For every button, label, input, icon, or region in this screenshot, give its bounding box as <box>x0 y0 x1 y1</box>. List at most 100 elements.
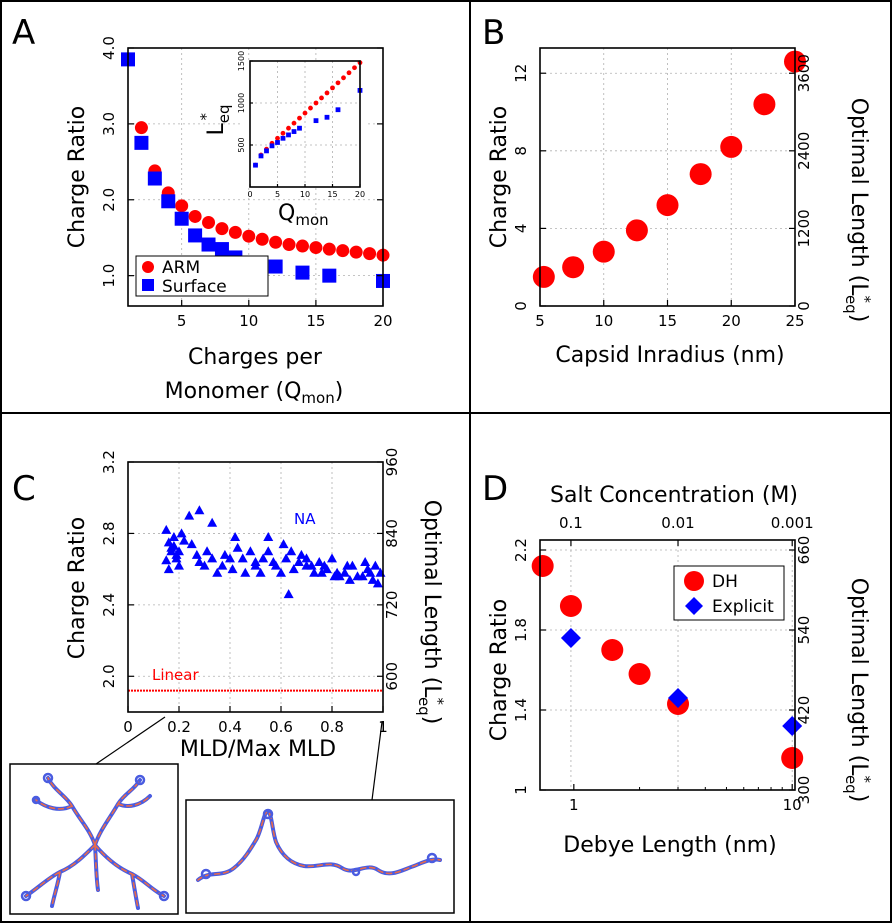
na-point <box>278 539 289 549</box>
na-point <box>166 546 177 556</box>
panel-b-y2-label-main: Optimal Length (L <box>846 98 871 296</box>
na-point <box>207 517 218 527</box>
inset-surface-point <box>258 153 264 159</box>
inset-arm-point <box>341 75 346 81</box>
explicit-point <box>782 716 803 736</box>
na-point <box>258 553 269 563</box>
structure-image-branched <box>9 763 179 915</box>
na-point <box>245 546 256 556</box>
x2-tick-label: 0.1 <box>559 514 583 532</box>
dh-point <box>781 747 804 769</box>
capsid-point <box>592 240 615 263</box>
panel-c-y2-ticks: 600 720 840 960 <box>377 448 401 691</box>
na-point <box>370 560 381 570</box>
panel-d-x2-axis-label: Salt Concentration (M) <box>550 483 798 508</box>
arm-point <box>175 199 189 213</box>
na-point <box>301 560 312 570</box>
inset-surface-point <box>297 125 302 131</box>
x-tick-label: 25 <box>785 312 804 330</box>
panel-c-x-ticks: 0 0.2 0.4 0.6 0.8 1 <box>123 706 388 736</box>
y2-tick-label: 540 <box>795 616 813 645</box>
y-tick-label: 12 <box>512 64 530 83</box>
panel-a-inset-y-label: Leq* <box>197 104 233 135</box>
surface-point <box>201 237 216 252</box>
na-point <box>202 546 213 556</box>
panel-b-series <box>532 50 806 288</box>
na-point <box>168 532 179 541</box>
panel-c-y2-axis-label: Optimal Length (L*eq) <box>415 500 447 725</box>
x-tick-label: 1 <box>378 718 388 736</box>
surface-point <box>174 211 189 226</box>
y2-tick-label: 840 <box>383 519 401 548</box>
panel-c-y-ticks: 2.0 2.4 2.8 3.2 <box>100 450 134 688</box>
inset-y-tick-label: 1000 <box>237 93 246 113</box>
surface-point <box>214 242 229 257</box>
pointer-line-low-mld <box>95 716 166 765</box>
y-tick-label: 4.0 <box>100 36 118 60</box>
na-point <box>309 567 320 577</box>
inset-surface-point <box>291 129 297 134</box>
y-tick-label: 2.2 <box>512 538 530 562</box>
x-tick-label: 10 <box>594 312 613 330</box>
x-tick-label: 10 <box>239 312 258 330</box>
y-tick-label: 3.2 <box>100 450 118 474</box>
panel-a-inset-x-label-sub: mon <box>295 211 328 229</box>
inset-arm-point <box>286 125 291 131</box>
panel-a-inset-x-label: Qmon <box>278 201 329 229</box>
y-tick-label: 4 <box>512 224 530 234</box>
y-tick-label: 2.8 <box>100 521 118 545</box>
inset-arm-point <box>280 130 286 136</box>
inset-x-tick-label: 0 <box>247 190 252 199</box>
inset-arm-point <box>308 105 313 111</box>
surface-point <box>295 265 310 280</box>
legend-explicit-marker <box>685 597 703 615</box>
na-point <box>186 539 197 549</box>
dh-point <box>628 663 651 685</box>
na-point <box>327 553 337 563</box>
panel-letter-b: B <box>482 13 505 53</box>
inset-arm-point <box>352 65 357 71</box>
panel-letter-d: D <box>482 469 508 509</box>
inset-arm-point <box>297 115 302 121</box>
legend-surface-marker <box>142 279 154 291</box>
na-point <box>227 564 238 574</box>
na-point <box>194 557 205 566</box>
arm-point <box>363 247 377 261</box>
y2-tick-label: 1200 <box>795 209 813 247</box>
y2-tick-label: 960 <box>383 448 401 477</box>
na-point <box>179 535 190 545</box>
na-point <box>293 557 304 566</box>
panel-b-y2-ticks: 0 1200 2400 3600 <box>789 54 813 311</box>
legend-surface-label: Surface <box>162 277 227 297</box>
y-tick-label: 2.0 <box>100 664 118 688</box>
panel-a-y-ticks: 1.0 2.0 3.0 4.0 <box>100 36 383 288</box>
na-point <box>263 546 274 556</box>
arm-point <box>349 245 363 259</box>
dh-point <box>559 595 582 617</box>
na-point <box>199 560 210 570</box>
panel-b-y-axis-label: Charge Ratio <box>487 106 512 248</box>
na-point <box>207 553 218 563</box>
y2-tick-label: 3600 <box>795 54 813 92</box>
na-point <box>255 567 266 577</box>
inset-y-tick-label: 500 <box>237 137 246 152</box>
na-point <box>168 540 179 550</box>
panel-a-inset-surface-series <box>253 88 363 168</box>
na-point <box>270 560 281 570</box>
y2-tick-label: 0 <box>795 301 813 311</box>
inset-arm-point <box>346 70 352 76</box>
na-point <box>281 553 292 563</box>
capsid-point <box>625 219 648 242</box>
panel-b-y-ticks: 0 4 8 12 <box>512 64 546 311</box>
y2-tick-label: 420 <box>795 696 813 725</box>
panel-d-x-axis-label: Debye Length (nm) <box>563 833 776 858</box>
panel-b-y2-label-sub: eq <box>842 295 860 314</box>
panel-a-inset-y-label-main: L <box>204 123 229 136</box>
x-tick-label: 15 <box>306 312 325 330</box>
inset-surface-point <box>313 118 319 124</box>
na-point <box>161 524 172 534</box>
dh-point <box>601 639 624 661</box>
capsid-point <box>720 135 743 158</box>
panel-b-y2-label-close: ) <box>846 314 871 323</box>
